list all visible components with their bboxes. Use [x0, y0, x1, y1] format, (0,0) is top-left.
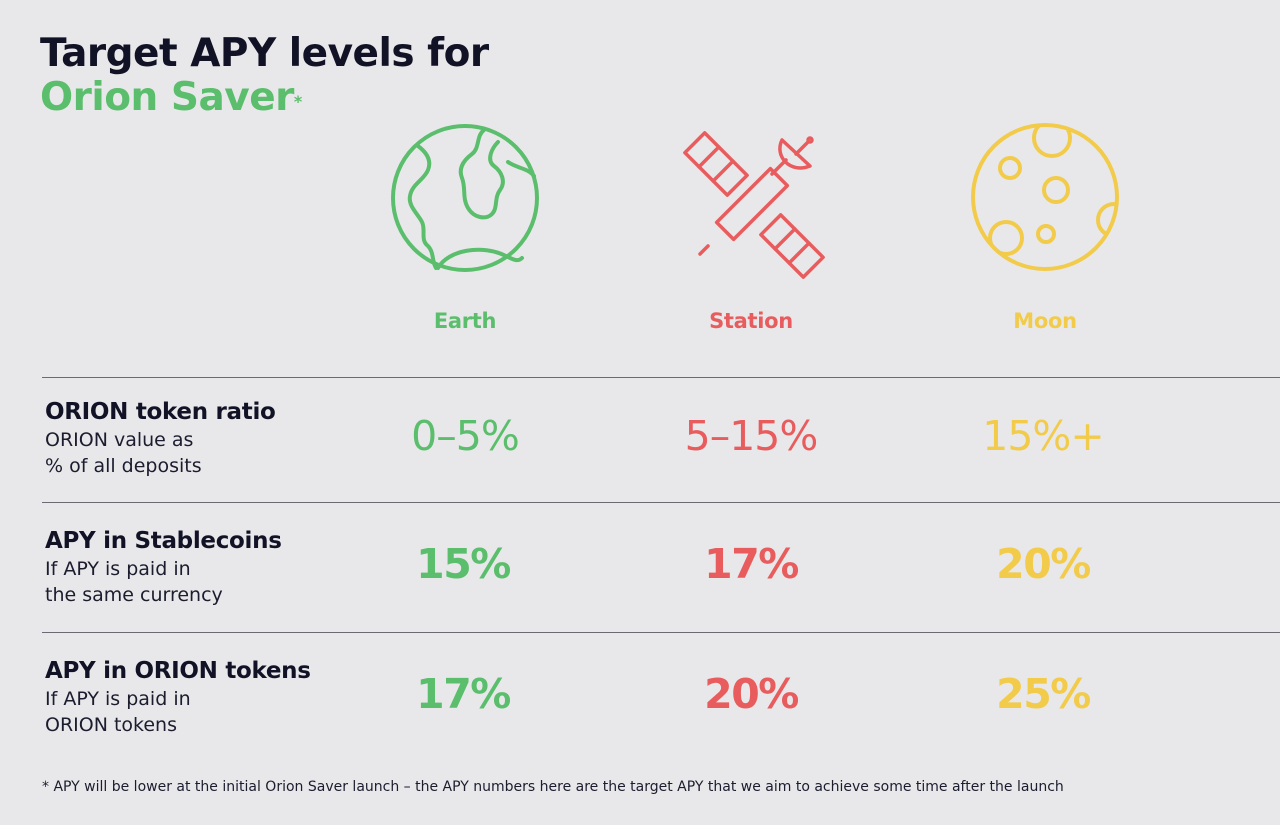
earth-icon [391, 124, 539, 272]
row-label-apy-stablecoins: APY in Stablecoins If APY is paid in the… [45, 526, 282, 608]
value-station-apy-stablecoins: 17% [704, 540, 799, 588]
level-name-earth: Earth [433, 309, 497, 333]
value-earth-apy-stablecoins: 15% [416, 540, 511, 588]
row-subtext-line-2: % of all deposits [45, 455, 202, 477]
title-asterisk: * [293, 92, 302, 111]
value-moon-apy-orion: 25% [996, 670, 1091, 718]
row-subtext-line-1: If APY is paid in [45, 688, 191, 710]
row-subtext-line-1: If APY is paid in [45, 558, 191, 580]
row-label-token-ratio: ORION token ratio ORION value as % of al… [45, 397, 276, 479]
value-moon-token-ratio: 15%+ [982, 412, 1104, 460]
divider-1 [42, 377, 1280, 378]
value-earth-token-ratio: 0–5% [411, 412, 520, 460]
level-name-moon: Moon [1013, 309, 1077, 333]
satellite-icon [683, 131, 825, 279]
level-name-station: Station [709, 309, 793, 333]
value-moon-apy-stablecoins: 20% [996, 540, 1091, 588]
row-heading: APY in ORION tokens [45, 658, 311, 684]
row-subtext-line-1: ORION value as [45, 429, 194, 451]
footnote: * APY will be lower at the initial Orion… [42, 779, 1064, 795]
row-subtext-line-2: ORION tokens [45, 714, 177, 736]
title-line-2: Orion Saver* [40, 76, 489, 120]
row-label-apy-orion: APY in ORION tokens If APY is paid in OR… [45, 656, 311, 738]
divider-2 [42, 502, 1280, 503]
row-heading: ORION token ratio [45, 399, 276, 425]
value-station-token-ratio: 5–15% [684, 412, 819, 460]
page-title: Target APY levels for Orion Saver* [40, 32, 489, 120]
title-line-1: Target APY levels for [40, 31, 489, 76]
divider-3 [42, 632, 1280, 633]
value-station-apy-orion: 20% [704, 670, 799, 718]
row-heading: APY in Stablecoins [45, 528, 282, 554]
title-product-name: Orion Saver [40, 75, 294, 120]
row-subtext-line-2: the same currency [45, 584, 223, 606]
value-earth-apy-orion: 17% [416, 670, 511, 718]
moon-icon [971, 123, 1119, 271]
